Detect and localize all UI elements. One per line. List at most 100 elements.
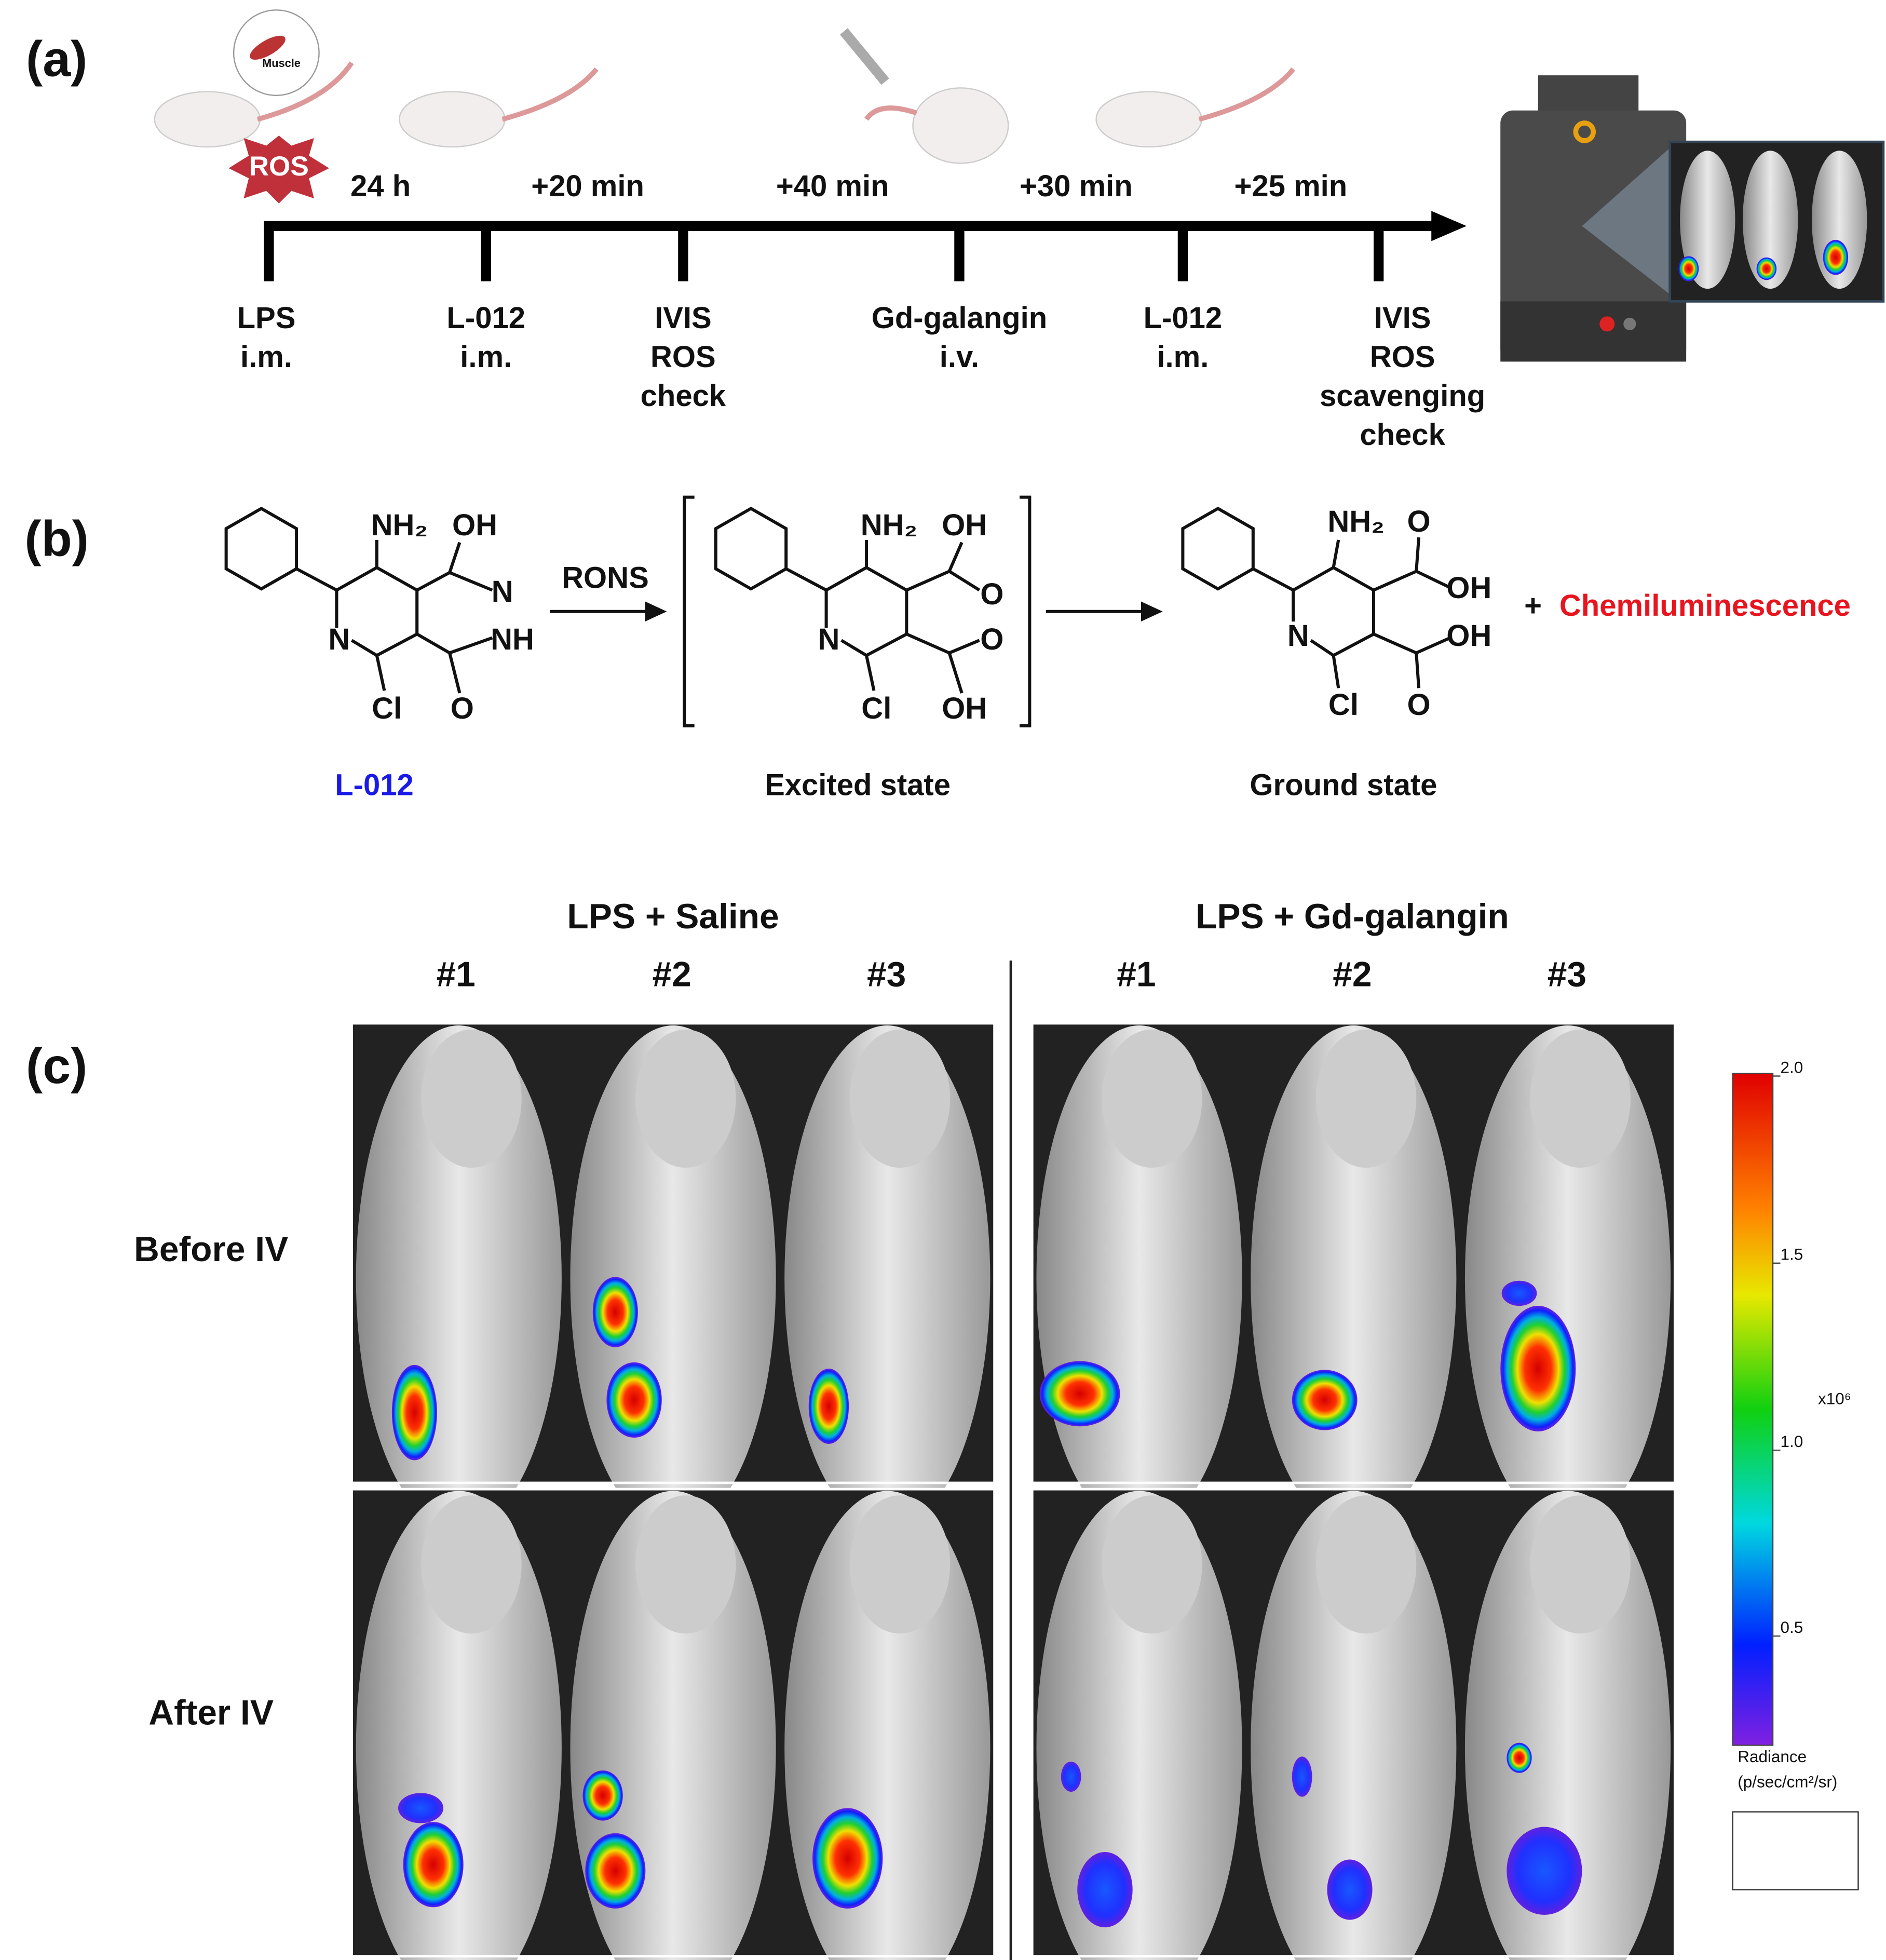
sample-label: #1	[1117, 955, 1156, 994]
atom-label: O	[451, 692, 474, 725]
step-label: check	[1360, 418, 1445, 452]
tick-label: 1.0	[1781, 1432, 1803, 1451]
step-labels: LPS i.m. L-012 i.m. IVIS ROS check Gd-galangin i…	[237, 301, 1486, 452]
mice-illustrations	[154, 9, 1295, 164]
signal-spot	[808, 1368, 849, 1444]
step-label: scavenging	[1320, 379, 1485, 413]
atom-label: Cl	[861, 692, 891, 725]
step-label: i.v.	[940, 340, 979, 374]
interval-label: +25 min	[1234, 169, 1348, 203]
atom-label: NH₂	[371, 508, 428, 542]
image-frame	[350, 1022, 996, 1484]
interval-label: +20 min	[531, 169, 644, 203]
signal-spot	[1292, 1370, 1358, 1430]
atom-label: OH	[942, 508, 987, 542]
step-label: check	[641, 379, 726, 413]
ros-label: ROS	[249, 151, 309, 182]
step-label: Gd-galangin	[872, 301, 1047, 335]
step-label: IVIS	[1374, 301, 1431, 335]
sample-labels: #1 #2 #3 #1 #2 #3	[437, 955, 1587, 994]
atom-label: O	[980, 623, 1003, 656]
ros-burst	[228, 136, 329, 204]
unit-label: (p/sec/cm²/sr)	[1738, 1773, 1837, 1791]
reagent: RONS	[562, 561, 649, 595]
signal-spot	[585, 1833, 646, 1909]
interval-label: +40 min	[776, 169, 889, 203]
image-frame	[350, 1488, 996, 1958]
signal-spot	[1500, 1306, 1576, 1431]
step-label: ROS	[650, 340, 716, 374]
tick-label: 0.5	[1781, 1618, 1803, 1637]
group-title: LPS + Saline	[567, 897, 779, 936]
panel-label: (c)	[26, 1038, 87, 1094]
ivis-machine	[1500, 75, 1885, 362]
color-bar	[1732, 1073, 1774, 1746]
atom-label: OH	[1446, 619, 1491, 653]
sample-label: #2	[652, 955, 691, 994]
atom-label: O	[1407, 688, 1430, 722]
mouse-head	[1530, 1030, 1631, 1168]
atom-label: Cl	[1328, 688, 1359, 722]
mouse-head	[1315, 1495, 1417, 1634]
timeline	[264, 211, 1467, 281]
plus: +	[1524, 589, 1542, 623]
image-frame	[1030, 1022, 1676, 1484]
atom-label: O	[1407, 505, 1430, 538]
step-label: ROS	[1370, 340, 1435, 374]
atom-label: Cl	[372, 692, 402, 725]
mouse-head	[421, 1030, 522, 1168]
sample-label: #3	[867, 955, 906, 994]
unit-label: Radiance	[1738, 1748, 1807, 1766]
step-label: L-012	[1144, 301, 1223, 335]
sample-label: #3	[1548, 955, 1586, 994]
mouse-body	[1251, 1491, 1457, 1960]
signal-spot	[391, 1364, 437, 1461]
multiplier: x10⁶	[1818, 1390, 1851, 1408]
atom-label: NH₂	[861, 508, 918, 542]
step-label: LPS	[237, 301, 296, 335]
panel-label: (b)	[24, 510, 89, 566]
tick-label: 1.5	[1781, 1246, 1803, 1264]
mouse-body	[1036, 1491, 1242, 1960]
row-label: Before IV	[134, 1230, 288, 1269]
step-label: i.m.	[240, 340, 292, 374]
signal-spot	[1061, 1761, 1081, 1792]
atom-label: OH	[452, 508, 497, 542]
atom-label: NH₂	[1327, 505, 1385, 538]
muscle-label: Muscle	[262, 57, 301, 70]
imaging-panels	[350, 1022, 1676, 1960]
interval-label: +30 min	[1020, 169, 1133, 203]
mouse-head	[849, 1495, 951, 1634]
signal-spot	[1507, 1742, 1532, 1773]
caption: L-012	[335, 768, 414, 802]
signal-spot	[403, 1821, 464, 1908]
atom-label: N	[328, 623, 350, 656]
caption: Ground state	[1250, 768, 1437, 802]
structures	[224, 495, 1451, 727]
step-label: L-012	[446, 301, 525, 335]
atom-label: N	[1287, 619, 1309, 653]
mouse-head	[635, 1030, 736, 1168]
caption: Excited state	[765, 768, 951, 802]
atom-label: N	[492, 575, 513, 609]
interval-label: 24 h	[350, 169, 411, 203]
mouse-head	[1530, 1495, 1631, 1634]
interval-labels: 24 h +20 min +40 min +30 min +25 min	[350, 169, 1347, 203]
step-label: IVIS	[655, 301, 712, 335]
panel-label: (a)	[26, 31, 87, 87]
signal-spot	[1292, 1756, 1312, 1797]
signal-spot	[1039, 1361, 1120, 1427]
mouse-head	[1102, 1495, 1202, 1634]
panel-a: (a) Muscle ROS 24 h +20 min +40 min +30 min…	[26, 9, 1885, 452]
tick-label: 2.0	[1781, 1058, 1803, 1076]
image-frame	[1030, 1488, 1676, 1958]
step-label: i.m.	[460, 340, 512, 374]
atom-label: O	[980, 577, 1003, 611]
signal-spot	[1501, 1280, 1537, 1306]
mouse-head	[849, 1030, 951, 1168]
signal-spot	[606, 1362, 662, 1438]
signal-spot	[812, 1808, 883, 1909]
mouse-head	[1315, 1030, 1417, 1168]
